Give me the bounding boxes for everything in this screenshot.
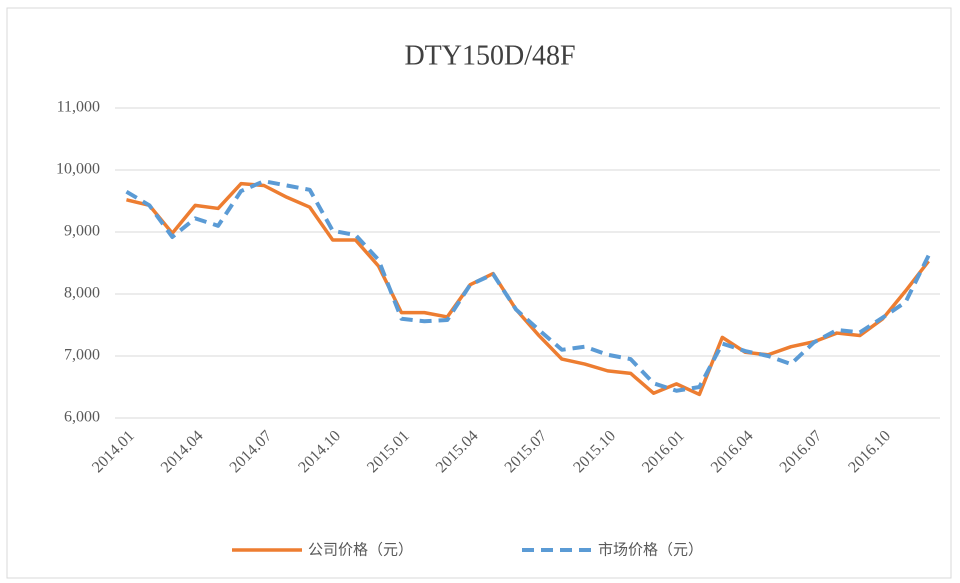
y-tick-label: 9,000 <box>64 223 100 240</box>
y-tick-label: 8,000 <box>64 285 100 302</box>
series-line <box>125 179 931 393</box>
y-tick-label: 11,000 <box>57 99 100 116</box>
legend-label: 公司价格（元） <box>308 541 413 559</box>
series-line <box>126 181 930 397</box>
chart-border <box>6 7 952 579</box>
y-tick-label: 6,000 <box>64 409 100 426</box>
chart-title: DTY150D/48F <box>404 40 575 71</box>
legend-label: 市场价格（元） <box>598 541 703 559</box>
y-tick-label: 10,000 <box>56 161 100 178</box>
y-tick-label: 7,000 <box>64 347 100 364</box>
